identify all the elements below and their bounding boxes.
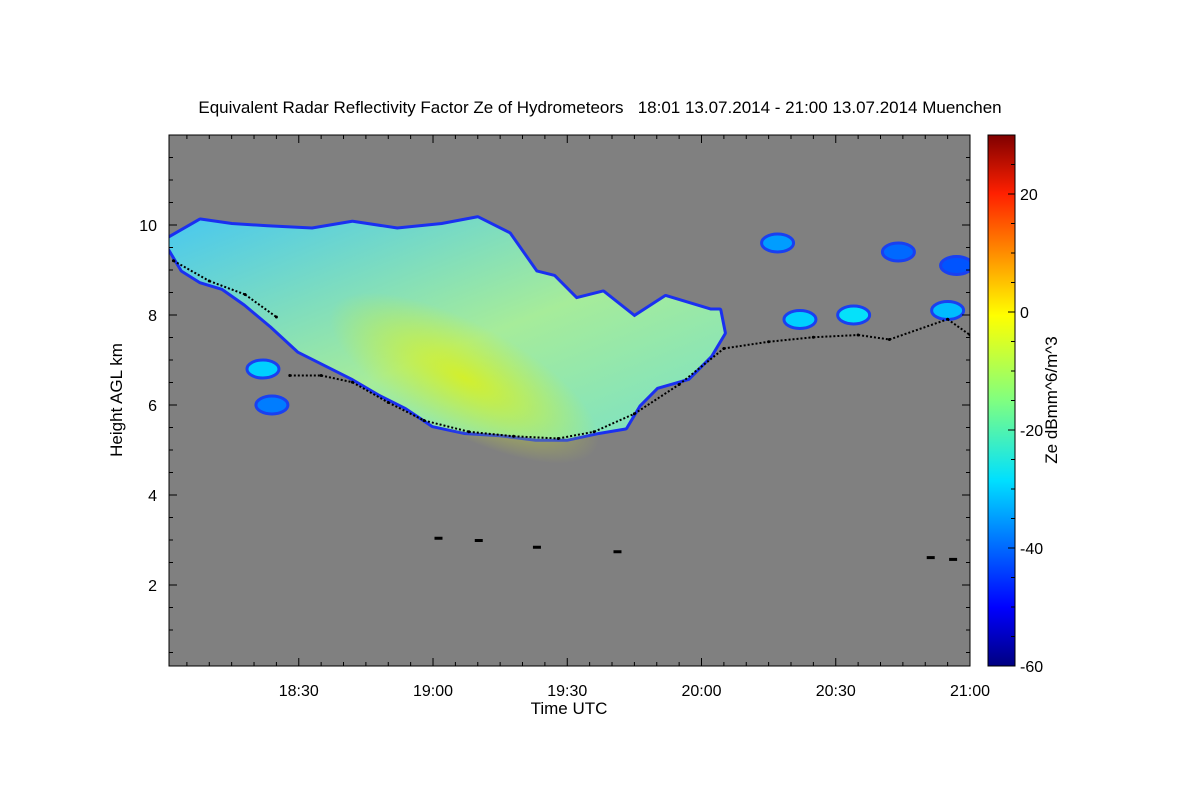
y-tick-label: 2 (148, 578, 157, 595)
small-cell (254, 394, 290, 416)
base-point (946, 317, 950, 321)
cloud-echo-layer (169, 215, 970, 464)
x-tick-label: 19:30 (547, 683, 587, 700)
base-segment (768, 336, 814, 343)
base-point (592, 430, 596, 434)
base-point (632, 412, 636, 416)
base-point (422, 419, 426, 422)
colorbar-tick-label: -40 (1020, 541, 1043, 558)
base-point (512, 434, 516, 438)
base-segment (513, 435, 559, 440)
y-tick-label: 10 (139, 218, 157, 235)
base-segment (172, 259, 210, 282)
colorbar-gradient (987, 134, 1016, 667)
y-tick-label: 4 (148, 488, 157, 505)
small-cell (836, 304, 872, 326)
base-point (811, 335, 815, 339)
colorbar-tick-label: 0 (1020, 305, 1029, 322)
base-point (319, 374, 323, 377)
chart-title: Equivalent Radar Reflectivity Factor Ze … (198, 98, 1002, 117)
base-segment (351, 381, 389, 404)
x-tick-label: 20:30 (816, 683, 856, 700)
small-cell (760, 232, 796, 254)
colorbar: -60 -40 -20 0 20 Ze dBmm^6/m^3 (987, 134, 1061, 676)
base-point (722, 347, 726, 350)
low-echo-point (434, 536, 443, 540)
low-echo-point (613, 550, 622, 554)
base-point (467, 430, 471, 434)
colorbar-ticks: -60 -40 -20 0 20 (1008, 134, 1043, 676)
x-axis: 18:30 19:00 19:30 20:00 20:30 21:00 (186, 135, 990, 700)
low-echo-point (474, 539, 483, 542)
base-point (243, 293, 247, 296)
base-segment (633, 383, 680, 415)
small-cell (782, 309, 818, 330)
base-segment (857, 334, 890, 341)
y-tick-label: 6 (148, 398, 157, 415)
base-segment (813, 334, 859, 339)
base-point (274, 315, 278, 319)
base-segment (468, 430, 514, 438)
base-point (677, 383, 681, 386)
low-echo-point (949, 557, 958, 561)
x-tick-label: 18:30 (279, 683, 319, 700)
base-segment (593, 412, 635, 433)
base-segment (244, 293, 277, 318)
colorbar-tick-label: -20 (1020, 423, 1043, 440)
low-echo-point (926, 556, 935, 560)
y-axis-title: Height AGL km (107, 343, 126, 457)
small-cell (930, 300, 966, 321)
x-tick-label: 21:00 (950, 683, 990, 700)
x-tick-label: 20:00 (681, 683, 721, 700)
base-segment (723, 340, 769, 350)
cloud-core (329, 292, 600, 464)
base-segment (678, 347, 725, 386)
base-point (887, 338, 891, 341)
base-point (288, 374, 292, 377)
base-point (171, 259, 175, 263)
base-segment (320, 374, 353, 384)
small-cell (245, 358, 281, 380)
small-cell (880, 241, 916, 263)
base-segment (947, 318, 970, 336)
base-segment (387, 401, 425, 422)
small-cell (939, 255, 970, 276)
low-echo-point (532, 545, 541, 549)
colorbar-tick-label: -60 (1020, 659, 1043, 676)
base-point (856, 333, 860, 337)
y-tick-label: 8 (148, 308, 157, 325)
y-axis: 2 4 6 8 10 (139, 134, 970, 653)
x-axis-title: Time UTC (531, 699, 608, 718)
colorbar-tick-label: 20 (1020, 187, 1038, 204)
base-point (350, 380, 354, 384)
base-point (207, 279, 211, 283)
plot-frame (168, 134, 971, 667)
base-point (767, 340, 771, 344)
colorbar-label: Ze dBmm^6/m^3 (1042, 336, 1061, 463)
base-point (386, 401, 390, 404)
base-point (556, 437, 560, 440)
x-tick-label: 19:00 (413, 683, 453, 700)
detected-points-layer (171, 259, 970, 561)
